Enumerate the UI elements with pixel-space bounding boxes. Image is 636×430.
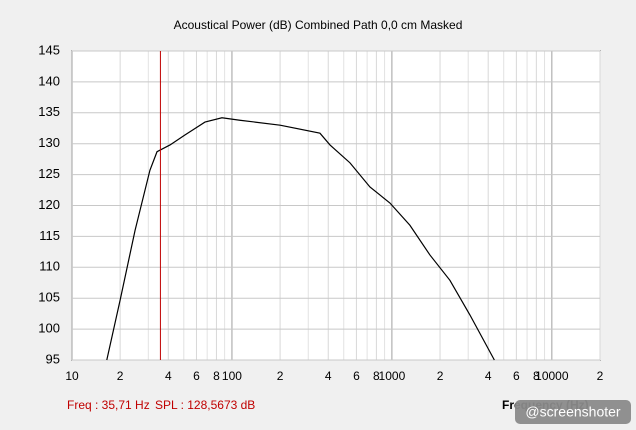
y-tick-label: 145 [38, 42, 60, 57]
y-tick-label: 100 [38, 321, 60, 336]
x-tick-label: 2 [597, 369, 604, 383]
x-tick-label: 8 [373, 369, 380, 383]
x-tick-label: 8 [213, 369, 220, 383]
x-tick-label: 4 [165, 369, 172, 383]
cursor-spl: SPL : 128,5673 dB [155, 398, 255, 412]
x-tick-label: 6 [513, 369, 520, 383]
x-tick-label: 6 [353, 369, 360, 383]
y-tick-label: 95 [46, 351, 60, 366]
x-tick-label: 10 [65, 369, 79, 383]
watermark: @screenshoter [525, 404, 620, 420]
y-tick-label: 130 [38, 135, 60, 150]
x-tick-label: 10000 [535, 369, 569, 383]
y-tick-label: 115 [39, 228, 60, 243]
x-tick-label: 4 [485, 369, 492, 383]
y-tick-label: 125 [38, 166, 60, 181]
x-tick-label: 100 [222, 369, 242, 383]
cursor-freq: Freq : 35,71 Hz [67, 398, 150, 412]
y-tick-label: 110 [39, 259, 60, 274]
y-tick-label: 140 [38, 73, 60, 88]
x-tick-label: 2 [277, 369, 284, 383]
x-tick-label: 8 [533, 369, 540, 383]
x-tick-label: 2 [117, 369, 124, 383]
y-tick-label: 105 [38, 290, 60, 305]
chart-title: Acoustical Power (dB) Combined Path 0,0 … [174, 18, 463, 32]
x-tick-label: 6 [193, 369, 200, 383]
x-tick-label: 2 [437, 369, 444, 383]
watermark-badge [515, 400, 631, 424]
series-line [106, 117, 495, 361]
y-tick-label: 120 [38, 197, 60, 212]
x-tick-label: 4 [325, 369, 332, 383]
x-tick-label: 1000 [379, 369, 406, 383]
y-tick-label: 135 [38, 104, 60, 119]
